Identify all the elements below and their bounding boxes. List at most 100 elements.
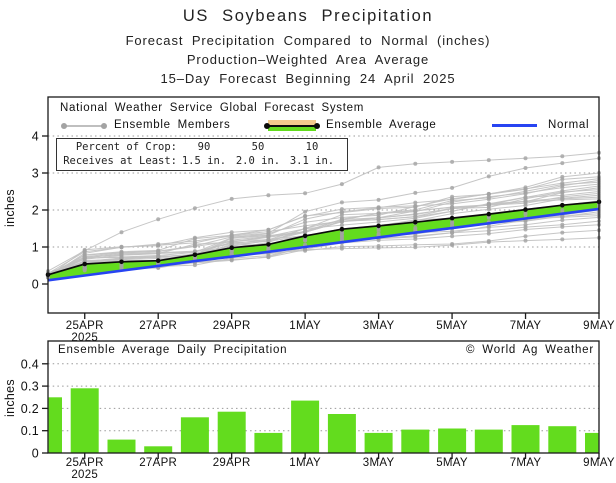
bottom-xtick-label: 3MAY [363, 457, 395, 469]
ensemble-member-dot [377, 205, 381, 209]
ensemble-member-dot [156, 251, 160, 255]
ensemble-average-dot [560, 203, 565, 208]
legend-label-average: Ensemble Average [326, 119, 437, 131]
ensemble-member-dot [340, 220, 344, 224]
top-xtick-label: 29APR [213, 320, 251, 332]
ensemble-member-dot [450, 186, 454, 190]
ensemble-member-dot [560, 218, 564, 222]
top-inches-label: inches [3, 189, 17, 227]
ensemble-average-dot [119, 260, 124, 265]
ensemble-member-dot [487, 158, 491, 162]
page-title: US Soybeans Precipitation [0, 7, 616, 26]
ensemble-member-dot [156, 243, 160, 247]
ensemble-member-dot [487, 203, 491, 207]
top-xtick-label: 25APR [66, 320, 104, 332]
bottom-xtick-label: 5MAY [436, 457, 468, 469]
ensemble-member-dot [413, 191, 417, 195]
bottom-xtick-label: 25APR [66, 457, 104, 469]
normal-line-icon [492, 124, 537, 127]
average-dot-icon [314, 123, 320, 129]
bottom-ytick-label: 0.4 [21, 357, 39, 371]
ensemble-member-dot [413, 237, 417, 241]
ensemble-member-dot [303, 214, 307, 218]
daily-precip-bar [108, 440, 136, 453]
bottom-xtick-label: 29APR [213, 457, 251, 469]
average-dot-icon [264, 123, 270, 129]
bottom-chart-title: Ensemble Average Daily Precipitation [58, 344, 287, 356]
ensemble-average-dot [340, 227, 345, 232]
daily-precip-bar [365, 433, 393, 453]
ensemble-member-dot [487, 207, 491, 211]
normal-swatch-icon [492, 120, 537, 131]
ensemble-member-dot [560, 231, 564, 235]
subtitle-compare: Forecast Precipitation Compared to Norma… [0, 33, 616, 48]
ensemble-member-dot [266, 237, 270, 241]
ensemble-member-dot [340, 207, 344, 211]
ensemble-average-dot [450, 216, 455, 221]
ensemble-member-dot [524, 204, 528, 208]
crop-probability-box: Percent of Crop: 90 50 10 Receives at Le… [56, 138, 348, 171]
subtitle-forecast: 15–Day Forecast Beginning 24 April 2025 [0, 71, 616, 86]
daily-precip-bar [475, 430, 503, 453]
ensemble-member-dot [524, 166, 528, 170]
ensemble-member-dot [83, 266, 87, 270]
ensemble-member-dot [340, 200, 344, 204]
daily-precip-bar [291, 401, 319, 453]
bottom-ytick-label: 0.2 [21, 402, 39, 416]
ensemble-member-dot [450, 200, 454, 204]
ensemble-member-dot [377, 198, 381, 202]
ensemble-member-dot [524, 191, 528, 195]
top-xtick-label: 3MAY [363, 320, 395, 332]
ensemble-member-dot [413, 204, 417, 208]
ensemble-member-dot [450, 231, 454, 235]
ensemble-member-dot [560, 237, 564, 241]
copyright-label: © World Ag Weather [466, 344, 594, 356]
ensemble-member-dot [377, 211, 381, 215]
bottom-ytick-label: 0.1 [21, 424, 39, 438]
ensemble-member-dot [230, 233, 234, 237]
ensemble-member-dot [266, 193, 270, 197]
ensemble-member-dot [487, 232, 491, 236]
ensemble-member-dot [193, 206, 197, 210]
ensemble-member-dot [377, 165, 381, 169]
ensemble-members-swatch-icon [62, 120, 106, 131]
ensemble-member-dot [450, 243, 454, 247]
ensemble-member-dot [413, 213, 417, 217]
top-xtick-label: 7MAY [510, 320, 542, 332]
ensemble-average-dot [229, 245, 234, 250]
ensemble-average-dot [523, 207, 528, 212]
ensemble-member-dot [487, 174, 491, 178]
ensemble-member-dot [487, 195, 491, 199]
ensemble-member-dot [524, 228, 528, 232]
weather-chart-figure: 0123425APR202527APR29APR1MAY3MAY5MAY7MAY… [0, 0, 616, 483]
ensemble-average-swatch-icon [266, 120, 318, 131]
top-ytick-label: 0 [32, 278, 39, 292]
ensemble-member-dot [120, 266, 124, 270]
member-dot-icon [61, 123, 67, 129]
daily-precip-bar [218, 412, 246, 453]
ensemble-member-dot [156, 217, 160, 221]
crop-box-label: Percent of Crop: [61, 140, 177, 154]
bottom-xtick-label: 9MAY [583, 457, 615, 469]
subtitle-area: Production–Weighted Area Average [0, 52, 616, 67]
ensemble-member-dot [450, 212, 454, 216]
ensemble-member-dot [193, 237, 197, 241]
bottom-inches-label: inches [3, 379, 17, 417]
top-ytick-label: 2 [32, 204, 39, 218]
ensemble-member-dot [377, 238, 381, 242]
crop-box-value: 2.0 in. [231, 154, 285, 168]
ensemble-average-dot [193, 253, 198, 258]
top-xtick-label: 1MAY [289, 320, 321, 332]
legend-header: National Weather Service Global Forecast… [60, 102, 364, 114]
ensemble-member-dot [266, 230, 270, 234]
top-ytick-label: 1 [32, 241, 39, 255]
ensemble-member-dot [450, 160, 454, 164]
bottom-x-year-label: 2025 [71, 469, 98, 481]
ensemble-average-dot [303, 234, 308, 239]
ensemble-member-dot [377, 246, 381, 250]
ensemble-member-dot [560, 177, 564, 181]
ensemble-member-dot [230, 197, 234, 201]
top-x-year-label: 2025 [71, 332, 98, 344]
ensemble-member-dot [560, 208, 564, 212]
ensemble-member-dot [120, 245, 124, 249]
